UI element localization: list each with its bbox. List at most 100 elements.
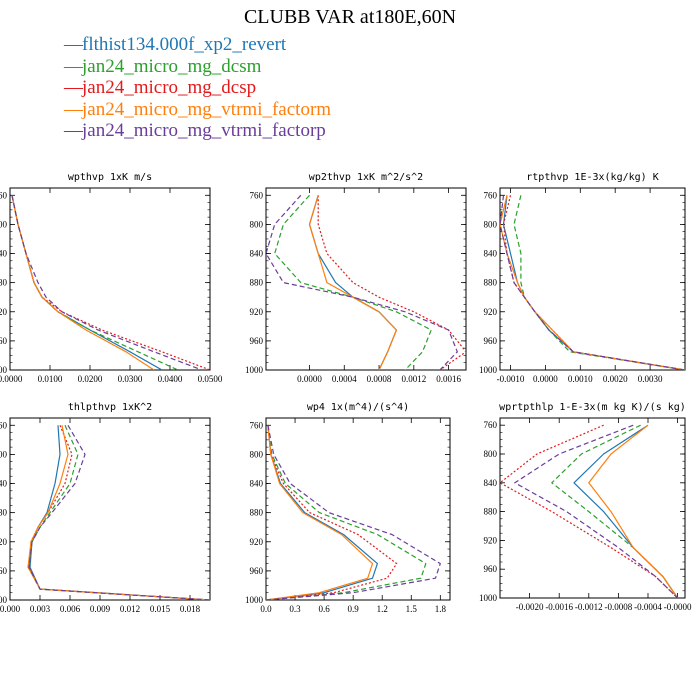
series-line <box>514 424 679 598</box>
y-tick-label: 880 <box>0 278 8 288</box>
x-tick-label: 0.009 <box>90 604 111 614</box>
y-tick-label: 800 <box>484 219 498 229</box>
series-line <box>11 195 155 370</box>
series-group <box>266 425 441 600</box>
legend-marker: — <box>64 120 83 141</box>
y-tick-label: 840 <box>484 478 498 488</box>
y-tick-label: 760 <box>250 420 264 430</box>
y-tick-label: 1000 <box>479 593 498 603</box>
y-tick-label: 920 <box>250 537 264 547</box>
y-tick-label: 920 <box>0 537 8 547</box>
series-line <box>11 195 179 370</box>
series-group <box>27 424 210 600</box>
x-tick-label: 0.0000 <box>0 374 23 384</box>
x-tick-label: 0.0020 <box>603 374 628 384</box>
x-tick-label: 0.003 <box>30 604 51 614</box>
chart-title: wp4 1x(m^4)/(s^4) <box>307 402 409 413</box>
y-tick-label: 840 <box>250 249 264 259</box>
series-line <box>266 194 458 370</box>
y-tick-label: 920 <box>484 535 498 545</box>
chart-panel: wp4 1x(m^4)/(s^4)76080084088092096010000… <box>245 402 451 614</box>
x-tick-label: -0.0016 <box>545 602 573 612</box>
x-tick-label: 0.015 <box>150 604 171 614</box>
legend-marker: — <box>64 34 83 55</box>
x-tick-label: 0.0100 <box>38 374 63 384</box>
series-line <box>500 195 685 370</box>
y-tick-label: 960 <box>250 566 264 576</box>
chart-title: rtpthvp 1E-3x(kg/kg) K <box>526 172 658 183</box>
y-tick-label: 1000 <box>0 365 8 375</box>
chart-title: wprtpthlp 1-E-3x(m kg K)/(s kg) <box>499 402 686 413</box>
x-tick-label: -0.0004 <box>634 602 662 612</box>
chart-title: thlpthvp 1xK^2 <box>68 402 152 413</box>
y-tick-label: 840 <box>484 249 498 259</box>
x-tick-label: 0.0000 <box>297 374 322 384</box>
chart-panel: wprtpthlp 1-E-3x(m kg K)/(s kg)760 800 840… <box>479 402 692 612</box>
x-tick-label: 0.0200 <box>78 374 103 384</box>
legend-label: jan24_micro_mg_vtrmi_factorp <box>82 120 326 141</box>
x-tick-label: -0.0000 <box>664 602 692 612</box>
x-tick-label: 0.0400 <box>158 374 183 384</box>
series-line <box>274 194 432 370</box>
x-tick-label: -0.0020 <box>516 602 544 612</box>
series-line <box>29 425 210 600</box>
series-group <box>500 424 679 598</box>
x-tick-label: 0.0016 <box>436 374 461 384</box>
series-line <box>308 195 397 370</box>
legend-marker: — <box>64 77 83 98</box>
y-tick-label: 1000 <box>245 365 264 375</box>
x-tick-label: 0.6 <box>318 604 330 614</box>
x-tick-label: 0.0300 <box>118 374 143 384</box>
legend-item: —jan24_micro_mg_vtrmi_factorm <box>64 99 331 121</box>
x-tick-label: 0.006 <box>60 604 81 614</box>
x-tick-label: 0.0 <box>260 604 272 614</box>
series-line <box>502 195 685 370</box>
y-tick-label: 960 <box>484 564 498 574</box>
x-tick-label: 1.8 <box>435 604 447 614</box>
legend-label: jan24_micro_mg_vtrmi_factorm <box>82 98 332 120</box>
legend-label: flthist134.000f_xp2_revert <box>82 34 287 55</box>
y-tick-label: 760 <box>0 190 8 200</box>
chart-panel: wp2thvp 1xK m^2/s^2 760 800 840 880 920 960 100… <box>245 172 467 384</box>
series-line <box>11 195 210 370</box>
series-line <box>308 195 397 370</box>
series-group <box>266 194 466 370</box>
y-tick-label: 1000 <box>479 365 498 375</box>
y-tick-label: 800 <box>250 449 264 459</box>
legend-item: —jan24_micro_mg_dcsm <box>64 56 331 78</box>
x-tick-label: -0.0010 <box>497 374 525 384</box>
series-line <box>11 195 203 370</box>
x-tick-label: 0.0012 <box>401 374 426 384</box>
x-tick-label: 0.0004 <box>332 374 357 384</box>
chart-panel: rtpthvp 1E-3x(kg/kg) K 760 800 840 880 920 960… <box>479 172 686 384</box>
legend-label: jan24_micro_mg_dcsm <box>82 55 262 77</box>
y-tick-label: 920 <box>0 307 8 317</box>
plot-frame <box>9 187 211 371</box>
y-tick-label: 880 <box>250 508 264 518</box>
y-tick-label: 800 <box>0 449 8 459</box>
plot-frame <box>265 417 451 601</box>
x-tick-label: 0.3 <box>289 604 301 614</box>
y-tick-label: 960 <box>250 336 264 346</box>
y-tick-label: 840 <box>0 249 8 259</box>
y-tick-label: 1000 <box>245 595 264 605</box>
series-line <box>500 424 679 598</box>
series-line <box>266 425 374 600</box>
page-title: CLUBB VAR at180E,60N <box>243 6 457 28</box>
chart-title: wp2thvp 1xK m^2/s^2 <box>309 172 423 183</box>
x-tick-label: 0.0500 <box>198 374 223 384</box>
x-tick-label: 1.2 <box>377 604 388 614</box>
y-tick-label: 960 <box>0 336 8 346</box>
y-tick-label: 840 <box>250 479 264 489</box>
y-tick-label: 760 <box>250 190 264 200</box>
y-tick-label: 960 <box>0 566 8 576</box>
series-line <box>266 425 441 600</box>
x-tick-label: 0.0030 <box>638 374 663 384</box>
y-tick-label: 920 <box>484 307 498 317</box>
series-line <box>266 425 398 600</box>
x-tick-label: 0.000 <box>0 604 21 614</box>
legend-item: —jan24_micro_mg_vtrmi_factorp <box>64 120 331 142</box>
series-line <box>513 195 685 370</box>
x-tick-label: 0.0008 <box>367 374 392 384</box>
